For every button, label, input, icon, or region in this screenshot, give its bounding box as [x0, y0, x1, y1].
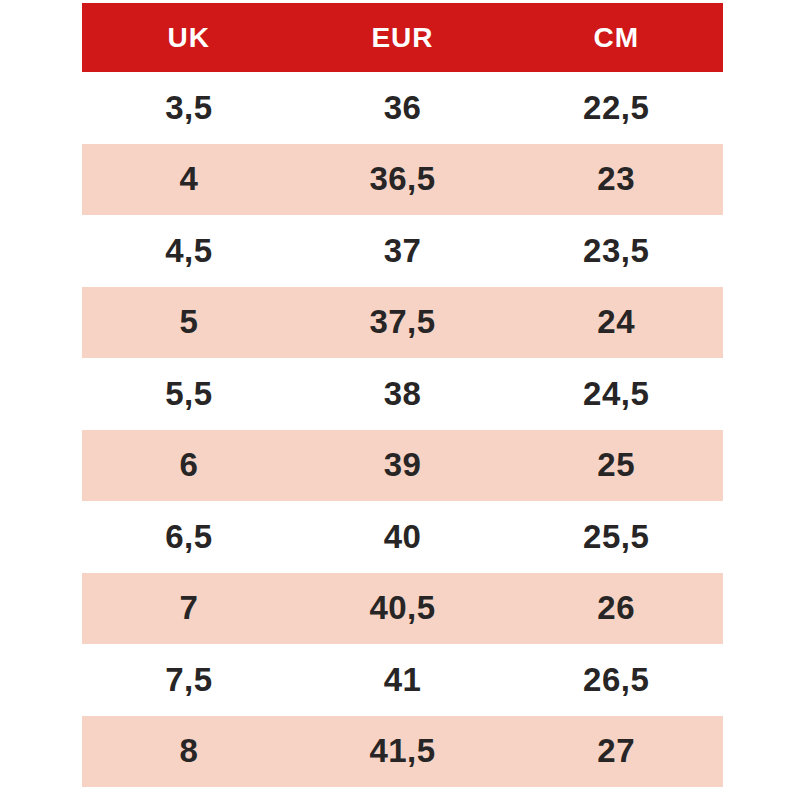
table-cell: 26,5	[509, 644, 723, 716]
table-cell: 7,5	[82, 644, 296, 716]
table-cell: 6,5	[82, 501, 296, 573]
table-cell: 36,5	[296, 144, 510, 216]
header-cell-eur: EUR	[296, 3, 510, 72]
table-cell: 37	[296, 215, 510, 287]
table-cell: 39	[296, 430, 510, 502]
table-cell: 6	[82, 430, 296, 502]
table-cell: 40,5	[296, 573, 510, 645]
table-cell: 24	[509, 287, 723, 359]
table-cell: 4,5	[82, 215, 296, 287]
table-cell: 24,5	[509, 358, 723, 430]
table-row: 841,527	[82, 716, 723, 788]
table-row: 537,524	[82, 287, 723, 359]
table-cell: 22,5	[509, 72, 723, 144]
table-cell: 38	[296, 358, 510, 430]
table-row: 436,523	[82, 144, 723, 216]
table-cell: 8	[82, 716, 296, 788]
table-row: 7,54126,5	[82, 644, 723, 716]
header-cell-uk: UK	[82, 3, 296, 72]
table-cell: 41,5	[296, 716, 510, 788]
table-cell: 25,5	[509, 501, 723, 573]
table-cell: 3,5	[82, 72, 296, 144]
table-cell: 5	[82, 287, 296, 359]
table-row: 5,53824,5	[82, 358, 723, 430]
table-body: 3,53622,5436,5234,53723,5537,5245,53824,…	[82, 72, 723, 787]
table-cell: 36	[296, 72, 510, 144]
header-cell-cm: CM	[509, 3, 723, 72]
table-cell: 7	[82, 573, 296, 645]
table-cell: 25	[509, 430, 723, 502]
table-header-row: UKEURCM	[82, 3, 723, 72]
table-cell: 41	[296, 644, 510, 716]
table-cell: 27	[509, 716, 723, 788]
table-cell: 40	[296, 501, 510, 573]
table-row: 3,53622,5	[82, 72, 723, 144]
table-row: 4,53723,5	[82, 215, 723, 287]
table-cell: 4	[82, 144, 296, 216]
size-conversion-table: UKEURCM 3,53622,5436,5234,53723,5537,524…	[82, 3, 723, 787]
table-row: 6,54025,5	[82, 501, 723, 573]
table-row: 63925	[82, 430, 723, 502]
table-row: 740,526	[82, 573, 723, 645]
table-cell: 23,5	[509, 215, 723, 287]
table-cell: 26	[509, 573, 723, 645]
table-cell: 37,5	[296, 287, 510, 359]
table-cell: 23	[509, 144, 723, 216]
table-cell: 5,5	[82, 358, 296, 430]
